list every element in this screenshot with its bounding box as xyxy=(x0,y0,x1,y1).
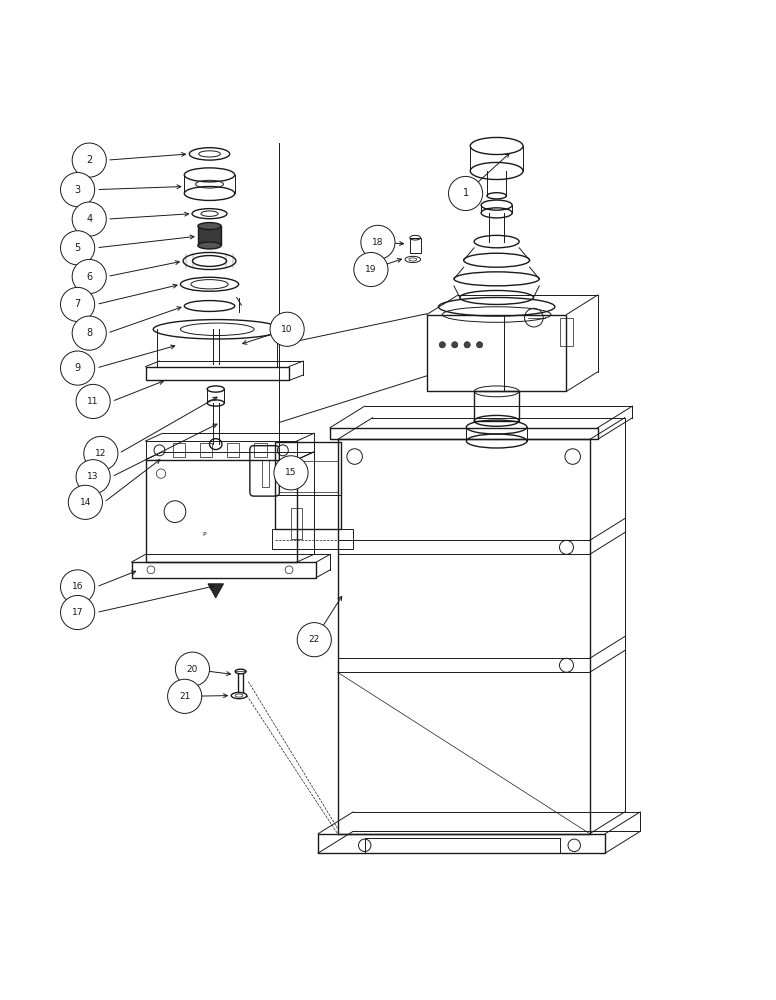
Circle shape xyxy=(61,570,95,604)
Circle shape xyxy=(464,342,470,348)
Text: 10: 10 xyxy=(282,325,293,334)
Circle shape xyxy=(274,456,308,490)
Text: 20: 20 xyxy=(187,665,198,674)
Circle shape xyxy=(61,173,95,207)
Circle shape xyxy=(354,252,388,287)
Text: 8: 8 xyxy=(86,328,92,338)
Text: 11: 11 xyxy=(88,397,99,406)
Circle shape xyxy=(452,342,458,348)
Circle shape xyxy=(175,652,210,686)
Text: 14: 14 xyxy=(80,498,91,507)
Circle shape xyxy=(61,351,95,385)
Text: 16: 16 xyxy=(72,582,83,591)
Text: P: P xyxy=(202,532,206,537)
Circle shape xyxy=(61,287,95,322)
Circle shape xyxy=(76,384,110,419)
Circle shape xyxy=(84,436,118,471)
Text: 2: 2 xyxy=(86,155,92,165)
Text: 21: 21 xyxy=(179,692,190,701)
FancyBboxPatch shape xyxy=(198,226,221,245)
Circle shape xyxy=(61,231,95,265)
Circle shape xyxy=(361,225,395,259)
Text: 6: 6 xyxy=(86,272,92,282)
Text: 9: 9 xyxy=(74,363,81,373)
Text: 7: 7 xyxy=(74,299,81,309)
Circle shape xyxy=(72,202,106,236)
Text: 13: 13 xyxy=(88,472,99,481)
Text: 18: 18 xyxy=(372,238,383,247)
Circle shape xyxy=(72,259,106,294)
Ellipse shape xyxy=(198,242,221,249)
Circle shape xyxy=(72,143,106,177)
Circle shape xyxy=(476,342,483,348)
Polygon shape xyxy=(208,584,223,598)
Text: 17: 17 xyxy=(72,608,83,617)
Text: 5: 5 xyxy=(74,243,81,253)
Circle shape xyxy=(439,342,445,348)
Ellipse shape xyxy=(198,223,221,230)
Circle shape xyxy=(61,595,95,630)
Text: 22: 22 xyxy=(309,635,320,644)
Circle shape xyxy=(270,312,304,346)
Circle shape xyxy=(68,485,102,519)
Text: 19: 19 xyxy=(365,265,376,274)
Text: 4: 4 xyxy=(86,214,92,224)
Circle shape xyxy=(297,623,331,657)
Text: 12: 12 xyxy=(95,449,106,458)
Circle shape xyxy=(76,460,110,494)
Text: 1: 1 xyxy=(462,188,469,198)
Circle shape xyxy=(72,316,106,350)
Circle shape xyxy=(168,679,202,713)
Text: 3: 3 xyxy=(74,185,81,195)
Circle shape xyxy=(449,176,483,211)
Text: 15: 15 xyxy=(286,468,296,477)
